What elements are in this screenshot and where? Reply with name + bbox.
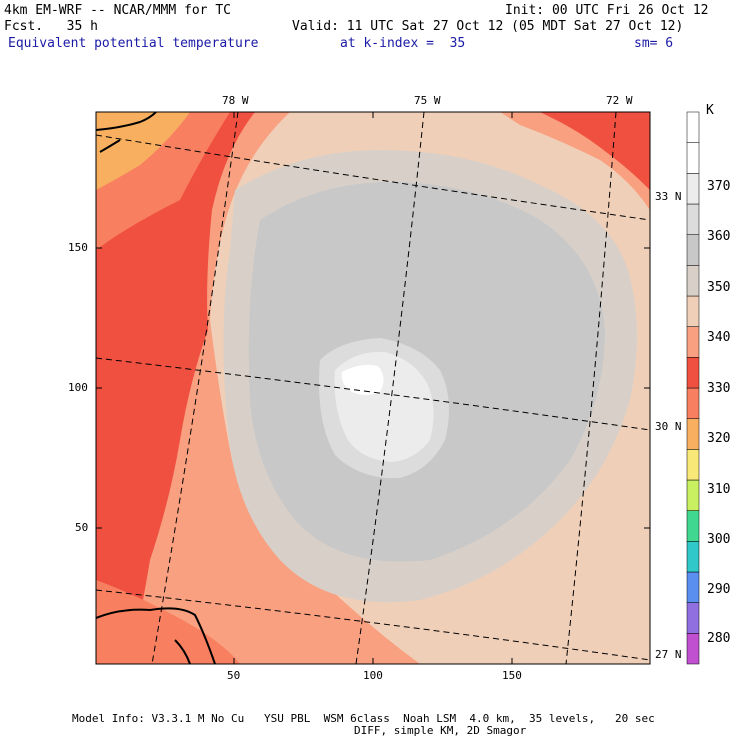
- lon-label-72w: 72 W: [606, 94, 633, 107]
- colorbar-swatch: [686, 479, 700, 511]
- colorbar-label-300: 300: [707, 532, 731, 547]
- colorbar-label-290: 290: [707, 582, 731, 597]
- colorbar-swatch: [686, 387, 700, 419]
- colorbar-swatch: [686, 510, 700, 542]
- colorbar-label-360: 360: [707, 229, 731, 244]
- colorbar-label-330: 330: [707, 381, 731, 396]
- colorbar-label-320: 320: [707, 431, 731, 446]
- colorbar-swatch: [686, 265, 700, 297]
- colorbar-swatch: [686, 571, 700, 603]
- colorbar-swatch: [686, 142, 700, 174]
- colorbar-swatch: [686, 203, 700, 235]
- x-tick-100: 100: [363, 669, 383, 682]
- colorbar-label-280: 280: [707, 631, 731, 646]
- colorbar: [686, 111, 700, 665]
- axis-ticks: [96, 112, 650, 664]
- lon-label-78w: 78 W: [222, 94, 249, 107]
- field-name: Equivalent potential temperature: [8, 36, 259, 51]
- y-tick-100: 100: [68, 381, 88, 394]
- x-tick-50: 50: [227, 669, 241, 682]
- lat-label-33n: 33 N: [655, 190, 682, 203]
- colorbar-swatch: [686, 111, 700, 143]
- lon-label-75w: 75 W: [414, 94, 441, 107]
- colorbar-swatch: [686, 541, 700, 573]
- colorbar-swatch: [686, 326, 700, 358]
- colorbar-unit: K: [706, 103, 714, 118]
- colorbar-swatch: [686, 633, 700, 665]
- theta-e-field: [96, 112, 650, 664]
- colorbar-swatch: [686, 357, 700, 389]
- colorbar-swatch: [686, 418, 700, 450]
- colorbar-swatch: [686, 602, 700, 634]
- lat-label-30n: 30 N: [655, 420, 682, 433]
- colorbar-swatch: [686, 449, 700, 481]
- colorbar-swatch: [686, 173, 700, 205]
- x-tick-150: 150: [502, 669, 522, 682]
- colorbar-label-340: 340: [707, 330, 731, 345]
- colorbar-swatch: [686, 234, 700, 266]
- y-tick-50: 50: [75, 521, 89, 534]
- model-info-2: DIFF, simple KM, 2D Smagor: [354, 724, 527, 737]
- y-tick-150: 150: [68, 241, 88, 254]
- valid-time: Valid: 11 UTC Sat 27 Oct 12 (05 MDT Sat …: [292, 19, 684, 34]
- coastline: [96, 112, 216, 664]
- init-time: Init: 00 UTC Fri 26 Oct 12: [505, 3, 709, 18]
- colorbar-label-370: 370: [707, 179, 731, 194]
- smoothing-info: sm= 6: [634, 36, 674, 51]
- colorbar-label-350: 350: [707, 280, 731, 295]
- forecast-hour: Fcst. 35 h: [4, 19, 98, 34]
- graticule: [96, 112, 650, 664]
- model-title: 4km EM-WRF -- NCAR/MMM for TC: [4, 3, 231, 18]
- model-info: Model Info: V3.3.1 M No Cu YSU PBL WSM 6…: [72, 712, 655, 725]
- colorbar-swatch: [686, 295, 700, 327]
- lat-label-27n: 27 N: [655, 648, 682, 661]
- level-info: at k-index = 35: [340, 36, 466, 51]
- colorbar-label-310: 310: [707, 482, 731, 497]
